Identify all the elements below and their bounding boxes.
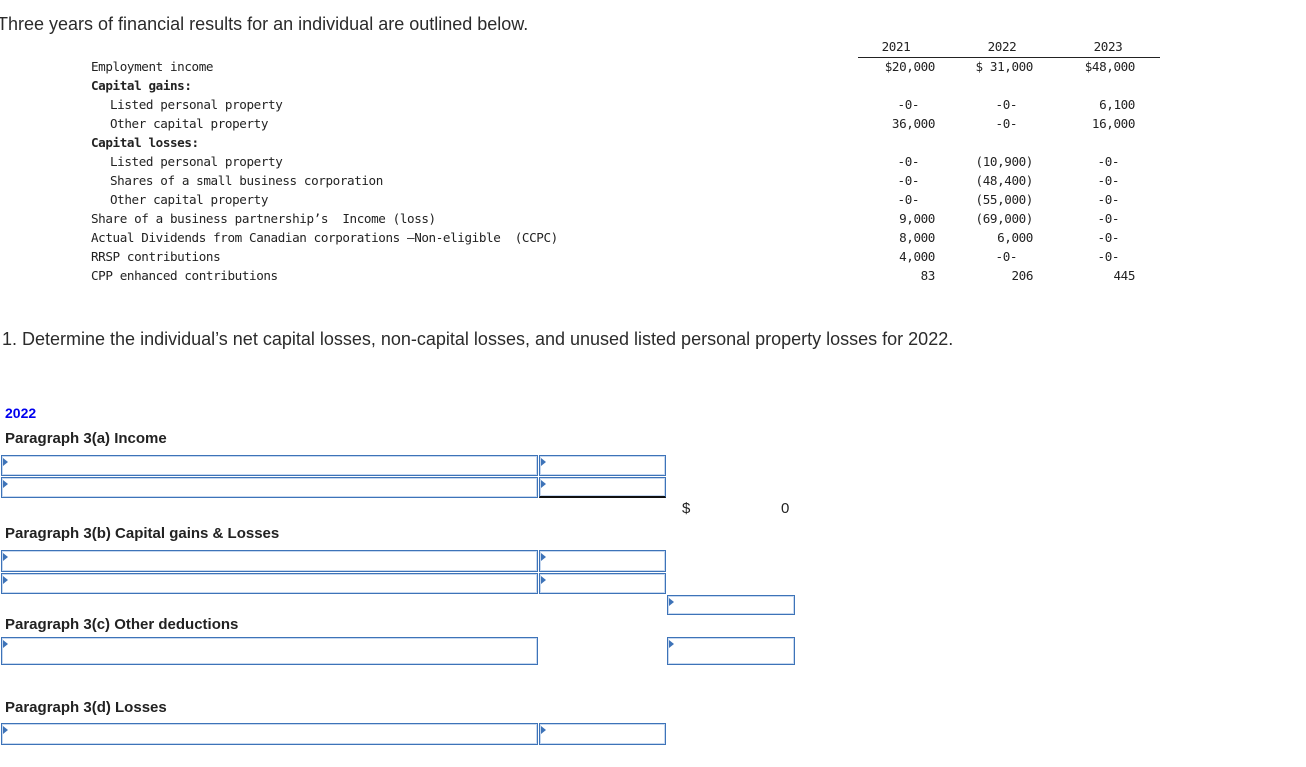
value-2022: -0- <box>995 97 1018 112</box>
value-2023: $48,000 <box>1084 59 1136 74</box>
value-2023: -0- <box>1097 230 1120 245</box>
row-label: Employment income <box>91 59 214 74</box>
value-2022: -0- <box>995 116 1018 131</box>
income-description-2[interactable] <box>1 477 538 498</box>
value-2021: -0- <box>897 192 920 207</box>
table-row: RRSP contributions 4,000 -0- -0- <box>0 249 1200 268</box>
deductions-total[interactable] <box>667 637 795 665</box>
value-2021: -0- <box>897 173 920 188</box>
table-row: Actual Dividends from Canadian corporati… <box>0 230 1200 249</box>
capital-amount-1[interactable] <box>539 550 666 572</box>
capital-total[interactable] <box>667 595 795 615</box>
table-row: Other capital property -0- (55,000) -0- <box>0 192 1200 211</box>
value-2022: 6,000 <box>997 230 1033 245</box>
row-label: Capital gains: <box>91 78 192 93</box>
value-2021: -0- <box>897 154 920 169</box>
row-label: Share of a business partnership’s Income… <box>91 211 436 226</box>
intro-text: Three years of financial results for an … <box>0 14 529 34</box>
table-row: Capital gains: <box>0 78 1200 97</box>
section-c-heading: Paragraph 3(c) Other deductions <box>5 616 239 633</box>
row-label: Shares of a small business corporation <box>110 173 383 188</box>
income-subtotal: 0 <box>781 500 790 517</box>
table-row: Employment income $20,000 $ 31,000 $48,000 <box>0 59 1200 78</box>
value-2021: 8,000 <box>899 230 935 245</box>
row-label: Listed personal property <box>110 97 283 112</box>
year-header-2023: 2023 <box>1093 39 1123 54</box>
table-row: Capital losses: <box>0 135 1200 154</box>
deductions-description[interactable] <box>1 637 538 665</box>
table-row: CPP enhanced contributions 83 206 445 <box>0 268 1200 287</box>
section-d-heading: Paragraph 3(d) Losses <box>5 699 167 716</box>
form-year: 2022 <box>5 405 37 421</box>
losses-description[interactable] <box>1 723 538 745</box>
row-label: RRSP contributions <box>91 249 221 264</box>
income-description-1[interactable] <box>1 455 538 476</box>
year-header-2022: 2022 <box>987 39 1017 54</box>
value-2023: 16,000 <box>1091 116 1135 131</box>
value-2021: 4,000 <box>899 249 935 264</box>
header-rule <box>858 57 1160 58</box>
table-row: Listed personal property -0- -0- 6,100 <box>0 97 1200 116</box>
value-2023: -0- <box>1097 211 1120 226</box>
value-2022: (10,900) <box>975 154 1034 169</box>
value-2023: -0- <box>1097 154 1120 169</box>
value-2021: $20,000 <box>884 59 936 74</box>
year-header-2021: 2021 <box>881 39 911 54</box>
value-2022: -0- <box>995 249 1018 264</box>
row-label: CPP enhanced contributions <box>91 268 278 283</box>
losses-amount[interactable] <box>539 723 666 745</box>
value-2022: (55,000) <box>975 192 1034 207</box>
income-amount-1[interactable] <box>539 455 666 476</box>
value-2022: $ 31,000 <box>975 59 1034 74</box>
value-2023: 445 <box>1113 268 1135 283</box>
table-row: Listed personal property -0- (10,900) -0- <box>0 154 1200 173</box>
section-a-heading: Paragraph 3(a) Income <box>5 430 167 447</box>
value-2023: 6,100 <box>1099 97 1135 112</box>
row-label: Other capital property <box>110 192 269 207</box>
question-text: 1. Determine the individual’s net capita… <box>2 329 954 349</box>
row-label: Listed personal property <box>110 154 283 169</box>
value-2021: 83 <box>920 268 936 283</box>
value-2021: 9,000 <box>899 211 935 226</box>
capital-description-2[interactable] <box>1 573 538 594</box>
row-label: Actual Dividends from Canadian corporati… <box>91 230 558 245</box>
table-row: Share of a business partnership’s Income… <box>0 211 1200 230</box>
row-label: Other capital property <box>110 116 269 131</box>
value-2021: 36,000 <box>891 116 935 131</box>
capital-amount-2[interactable] <box>539 573 666 594</box>
capital-description-1[interactable] <box>1 550 538 572</box>
subtotal-currency: $ <box>682 500 691 517</box>
value-2023: -0- <box>1097 173 1120 188</box>
row-label: Capital losses: <box>91 135 199 150</box>
section-b-heading: Paragraph 3(b) Capital gains & Losses <box>5 525 280 542</box>
table-row: Shares of a small business corporation -0… <box>0 173 1200 192</box>
value-2022: (69,000) <box>975 211 1034 226</box>
income-amount-2[interactable] <box>539 477 666 498</box>
value-2022: (48,400) <box>975 173 1034 188</box>
value-2022: 206 <box>1011 268 1033 283</box>
value-2021: -0- <box>897 97 920 112</box>
value-2023: -0- <box>1097 192 1120 207</box>
table-row: Other capital property 36,000 -0- 16,000 <box>0 116 1200 135</box>
value-2023: -0- <box>1097 249 1120 264</box>
